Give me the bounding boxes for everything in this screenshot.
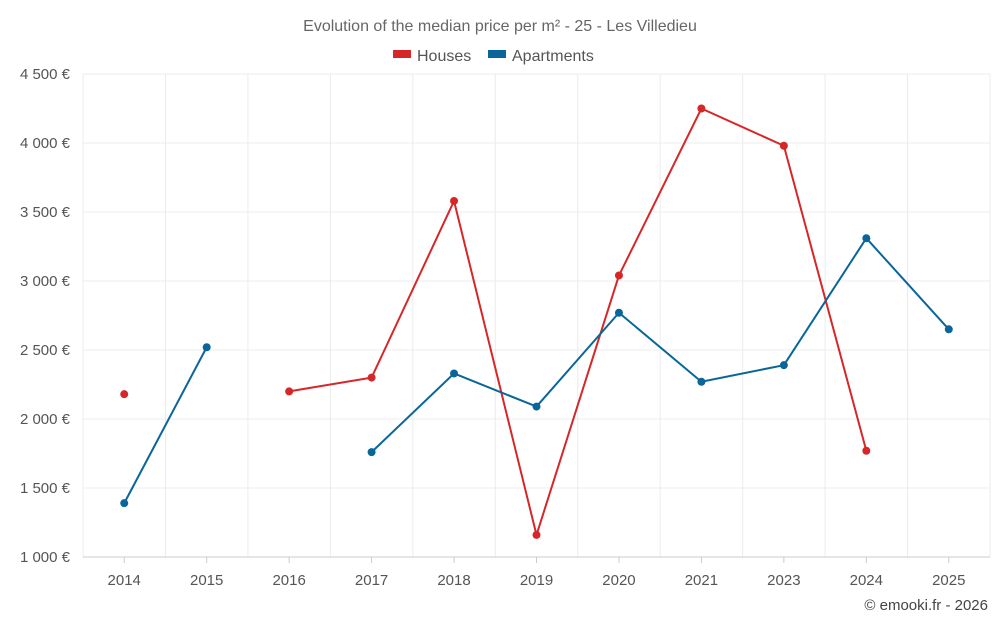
x-tick-label: 2021 bbox=[685, 572, 718, 589]
y-tick-label: 4 500 € bbox=[20, 66, 71, 83]
data-point[interactable] bbox=[779, 361, 788, 370]
data-point[interactable] bbox=[285, 387, 294, 396]
x-tick-label: 2014 bbox=[108, 572, 141, 589]
data-point[interactable] bbox=[367, 448, 376, 457]
y-tick-label: 1 000 € bbox=[20, 549, 71, 566]
data-point[interactable] bbox=[697, 104, 706, 113]
series-layer bbox=[120, 104, 953, 539]
chart-title: Evolution of the median price per m² - 2… bbox=[303, 18, 697, 35]
legend: Houses Apartments bbox=[393, 48, 594, 65]
x-tick-label: 2025 bbox=[932, 572, 965, 589]
data-point[interactable] bbox=[862, 446, 871, 455]
y-tick-label: 2 500 € bbox=[20, 342, 71, 359]
series-line bbox=[123, 346, 208, 504]
legend-item[interactable]: Houses bbox=[393, 48, 471, 65]
data-point[interactable] bbox=[450, 369, 459, 378]
y-tick-label: 1 500 € bbox=[20, 480, 71, 497]
data-point[interactable] bbox=[779, 141, 788, 150]
y-tick-label: 4 000 € bbox=[20, 135, 71, 152]
x-tick-label: 2017 bbox=[355, 572, 388, 589]
data-point[interactable] bbox=[944, 325, 953, 334]
data-point[interactable] bbox=[367, 373, 376, 382]
x-tick-label: 2024 bbox=[850, 572, 883, 589]
y-tick-label: 2 000 € bbox=[20, 411, 71, 428]
x-tick-label: 2023 bbox=[767, 572, 800, 589]
y-tick-label: 3 000 € bbox=[20, 273, 71, 290]
x-tick-label: 2020 bbox=[602, 572, 635, 589]
legend-swatch bbox=[393, 50, 411, 58]
series-line bbox=[288, 107, 868, 536]
data-point[interactable] bbox=[120, 390, 129, 399]
data-point[interactable] bbox=[120, 499, 129, 508]
grid bbox=[82, 73, 991, 558]
legend-swatch bbox=[488, 50, 506, 58]
data-point[interactable] bbox=[862, 234, 871, 243]
x-tick-label: 2016 bbox=[272, 572, 305, 589]
legend-label: Apartments bbox=[512, 48, 594, 65]
data-point[interactable] bbox=[614, 308, 623, 317]
series-line bbox=[370, 237, 950, 453]
data-point[interactable] bbox=[202, 343, 211, 352]
data-point[interactable] bbox=[532, 402, 541, 411]
data-point[interactable] bbox=[450, 196, 459, 205]
credit-text: © emooki.fr - 2026 bbox=[864, 597, 988, 614]
data-point[interactable] bbox=[697, 377, 706, 386]
x-tick-label: 2019 bbox=[520, 572, 553, 589]
x-tick-label: 2018 bbox=[437, 572, 470, 589]
axes: 1 000 € 1 500 € 2 000 € 2 500 € 3 000 € 3 500… bbox=[20, 66, 990, 589]
y-tick-label: 3 500 € bbox=[20, 204, 71, 221]
data-point[interactable] bbox=[614, 271, 623, 280]
x-tick-label: 2015 bbox=[190, 572, 223, 589]
legend-item[interactable]: Apartments bbox=[488, 48, 594, 65]
series-houses bbox=[120, 104, 871, 539]
legend-label: Houses bbox=[417, 48, 471, 65]
series-apartments bbox=[120, 234, 953, 508]
data-point[interactable] bbox=[532, 530, 541, 539]
